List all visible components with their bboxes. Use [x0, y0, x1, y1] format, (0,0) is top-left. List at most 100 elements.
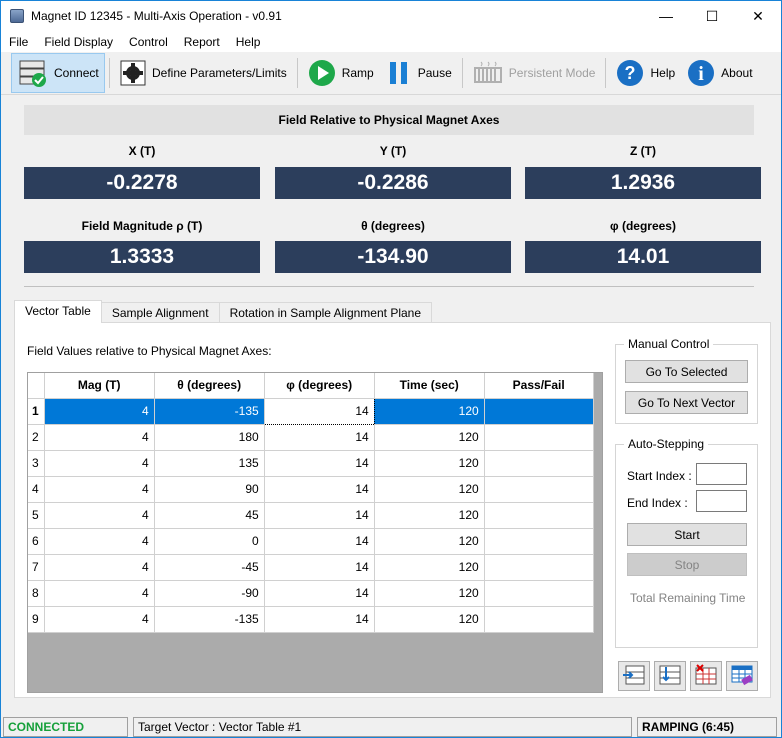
- table-cell[interactable]: 120: [374, 528, 485, 555]
- menu-report[interactable]: Report: [183, 34, 220, 49]
- table-row[interactable]: 4 4 90 14 120: [28, 476, 594, 503]
- theta-label: θ (degrees): [361, 219, 425, 233]
- row-header[interactable]: 6: [28, 528, 45, 555]
- table-cell[interactable]: 14: [264, 424, 375, 451]
- row-header[interactable]: 5: [28, 502, 45, 529]
- column-header[interactable]: φ (degrees): [264, 373, 375, 399]
- table-cell[interactable]: 14: [264, 450, 375, 477]
- ramp-button[interactable]: Ramp: [302, 53, 380, 93]
- table-cell[interactable]: 4: [44, 424, 155, 451]
- table-cell[interactable]: 14: [264, 554, 375, 581]
- table-cell[interactable]: 14: [264, 606, 375, 633]
- table-cell[interactable]: 120: [374, 476, 485, 503]
- table-cell[interactable]: [484, 476, 594, 503]
- start-button[interactable]: Start: [627, 523, 747, 546]
- table-cell[interactable]: 0: [154, 528, 265, 555]
- table-cell[interactable]: 120: [374, 502, 485, 529]
- table-cell[interactable]: [484, 580, 594, 607]
- table-row[interactable]: 1 4 -135 14 120: [28, 397, 594, 425]
- about-button[interactable]: i About: [681, 53, 758, 93]
- table-row[interactable]: 5 4 45 14 120: [28, 502, 594, 529]
- tab-sample-alignment[interactable]: Sample Alignment: [100, 302, 220, 323]
- table-cell[interactable]: 14: [264, 580, 375, 607]
- delete-row-button[interactable]: [690, 661, 722, 691]
- table-cell[interactable]: 90: [154, 476, 265, 503]
- column-header[interactable]: Pass/Fail: [484, 373, 594, 399]
- stop-button[interactable]: Stop: [627, 553, 747, 576]
- table-row[interactable]: 7 4 -45 14 120: [28, 554, 594, 581]
- table-row[interactable]: 3 4 135 14 120: [28, 450, 594, 477]
- close-button[interactable]: ✕: [752, 7, 764, 24]
- menu-control[interactable]: Control: [129, 34, 168, 49]
- table-cell[interactable]: 4: [44, 398, 155, 425]
- table-cell[interactable]: [484, 398, 594, 425]
- table-cell[interactable]: [484, 606, 594, 633]
- tab-vector-table[interactable]: Vector Table: [14, 300, 102, 323]
- table-cell[interactable]: [484, 424, 594, 451]
- table-cell[interactable]: 14: [263, 397, 375, 425]
- define-parameters-button[interactable]: Define Parameters/Limits: [114, 53, 293, 93]
- row-header[interactable]: 2: [28, 424, 45, 451]
- row-header[interactable]: 7: [28, 554, 45, 581]
- table-cell[interactable]: 45: [154, 502, 265, 529]
- row-header[interactable]: 8: [28, 580, 45, 607]
- table-cell[interactable]: 120: [374, 580, 485, 607]
- go-to-next-vector-button[interactable]: Go To Next Vector: [625, 391, 748, 414]
- table-cell[interactable]: 120: [374, 554, 485, 581]
- append-row-button[interactable]: [654, 661, 686, 691]
- table-cell[interactable]: 4: [44, 580, 155, 607]
- help-button[interactable]: ? Help: [610, 53, 681, 93]
- column-header[interactable]: θ (degrees): [154, 373, 265, 399]
- table-cell[interactable]: 135: [154, 450, 265, 477]
- go-to-selected-button[interactable]: Go To Selected: [625, 360, 748, 383]
- row-header[interactable]: 4: [28, 476, 45, 503]
- menu-field-display[interactable]: Field Display: [44, 34, 114, 49]
- column-header[interactable]: Mag (T): [44, 373, 155, 399]
- table-cell[interactable]: 4: [44, 606, 155, 633]
- table-cell[interactable]: -90: [154, 580, 265, 607]
- table-cell[interactable]: -135: [154, 398, 265, 425]
- minimize-button[interactable]: —: [659, 8, 673, 24]
- table-cell[interactable]: [484, 528, 594, 555]
- table-cell[interactable]: 120: [374, 424, 485, 451]
- table-cell[interactable]: 14: [264, 502, 375, 529]
- table-cell[interactable]: -45: [154, 554, 265, 581]
- table-cell[interactable]: [484, 554, 594, 581]
- clear-table-button[interactable]: [726, 661, 758, 691]
- table-row[interactable]: 2 4 180 14 120: [28, 424, 594, 451]
- table-row[interactable]: 8 4 -90 14 120: [28, 580, 594, 607]
- table-row[interactable]: 9 4 -135 14 120: [28, 606, 594, 633]
- table-cell[interactable]: 4: [44, 450, 155, 477]
- table-cell[interactable]: 14: [264, 476, 375, 503]
- column-header[interactable]: Time (sec): [374, 373, 485, 399]
- start-index-field[interactable]: [696, 463, 747, 485]
- tab-rotation[interactable]: Rotation in Sample Alignment Plane: [218, 302, 433, 323]
- vector-grid[interactable]: Mag (T) θ (degrees) φ (degrees) Time (se…: [27, 372, 603, 693]
- table-cell[interactable]: -135: [154, 606, 265, 633]
- menu-help[interactable]: Help: [235, 34, 261, 49]
- row-header[interactable]: 1: [28, 398, 45, 425]
- table-cell[interactable]: 120: [374, 398, 485, 425]
- table-cell[interactable]: 4: [44, 476, 155, 503]
- menu-file[interactable]: File: [9, 34, 29, 49]
- row-header[interactable]: 3: [28, 450, 45, 477]
- table-cell[interactable]: 14: [264, 528, 375, 555]
- heater-icon: [473, 60, 503, 86]
- connect-button[interactable]: Connect: [11, 53, 105, 93]
- row-header[interactable]: 9: [28, 606, 45, 633]
- table-cell[interactable]: [484, 450, 594, 477]
- insert-row-button[interactable]: [618, 661, 650, 691]
- title-bar[interactable]: Magnet ID 12345 - Multi-Axis Operation -…: [1, 1, 781, 31]
- table-cell[interactable]: 4: [44, 554, 155, 581]
- table-cell[interactable]: 4: [44, 502, 155, 529]
- table-row[interactable]: 6 4 0 14 120: [28, 528, 594, 555]
- maximize-button[interactable]: ☐: [705, 7, 719, 24]
- table-cell[interactable]: 120: [374, 606, 485, 633]
- table-cell[interactable]: 4: [44, 528, 155, 555]
- end-index-field[interactable]: [696, 490, 747, 512]
- persistent-mode-button[interactable]: Persistent Mode: [467, 53, 602, 93]
- table-cell[interactable]: 180: [154, 424, 265, 451]
- pause-button[interactable]: Pause: [380, 53, 458, 93]
- table-cell[interactable]: 120: [374, 450, 485, 477]
- table-cell[interactable]: [484, 502, 594, 529]
